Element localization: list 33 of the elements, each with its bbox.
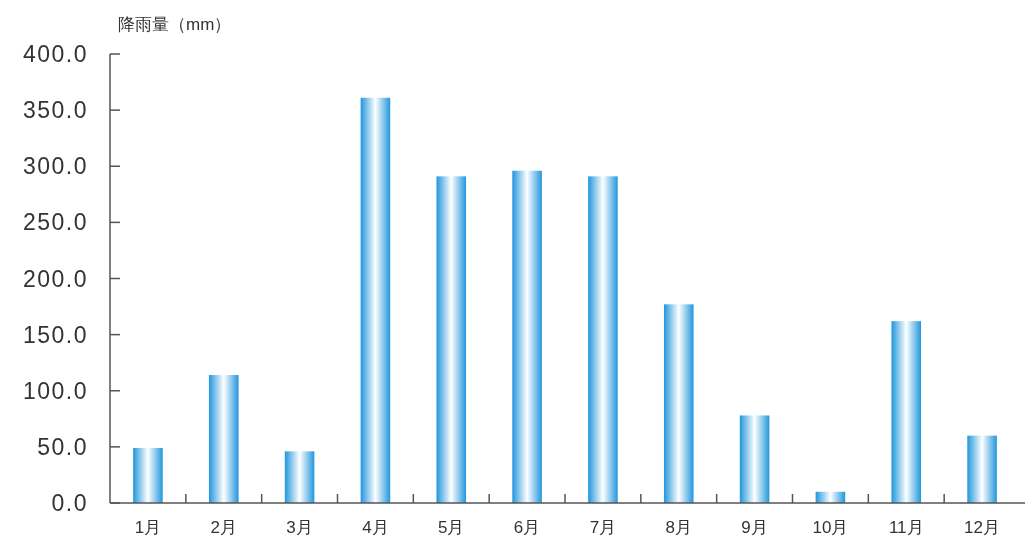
y-tick-label: 150.0 [22,321,88,348]
bar [208,375,239,503]
bar [588,176,618,503]
y-tick-label: 400.0 [22,41,88,67]
x-tick-label: 12月 [964,518,1001,537]
bar [663,304,694,503]
y-tick-label: 350.0 [22,97,88,124]
x-tick-label: 6月 [513,518,541,537]
x-tick-label: 1月 [134,518,162,537]
x-tick-label: 11月 [888,518,924,537]
x-tick-label: 2月 [210,518,237,537]
y-tick-label: 0.0 [51,490,88,516]
x-tick-label: 5月 [438,518,465,537]
x-tick-label: 7月 [589,518,617,537]
bar [360,97,391,503]
y-tick-label: 100.0 [22,377,88,404]
bar [891,321,922,503]
y-tick-label: 50.0 [37,433,88,460]
x-tick-label: 4月 [362,518,389,537]
y-tick-label: 200.0 [22,265,88,292]
bar [436,176,467,503]
x-tick-label: 3月 [286,518,313,537]
y-tick-label: 300.0 [22,153,88,180]
bar [967,435,997,503]
bar [133,448,163,503]
y-axis-title: 降雨量（mm） [118,15,232,34]
x-tick-label: 9月 [741,518,768,537]
bar [739,415,770,503]
x-tick-label: 8月 [665,518,692,537]
y-tick-label: 250.0 [22,209,88,236]
bar [284,451,315,503]
x-tick-label: 10月 [812,518,849,537]
bar [512,170,542,503]
